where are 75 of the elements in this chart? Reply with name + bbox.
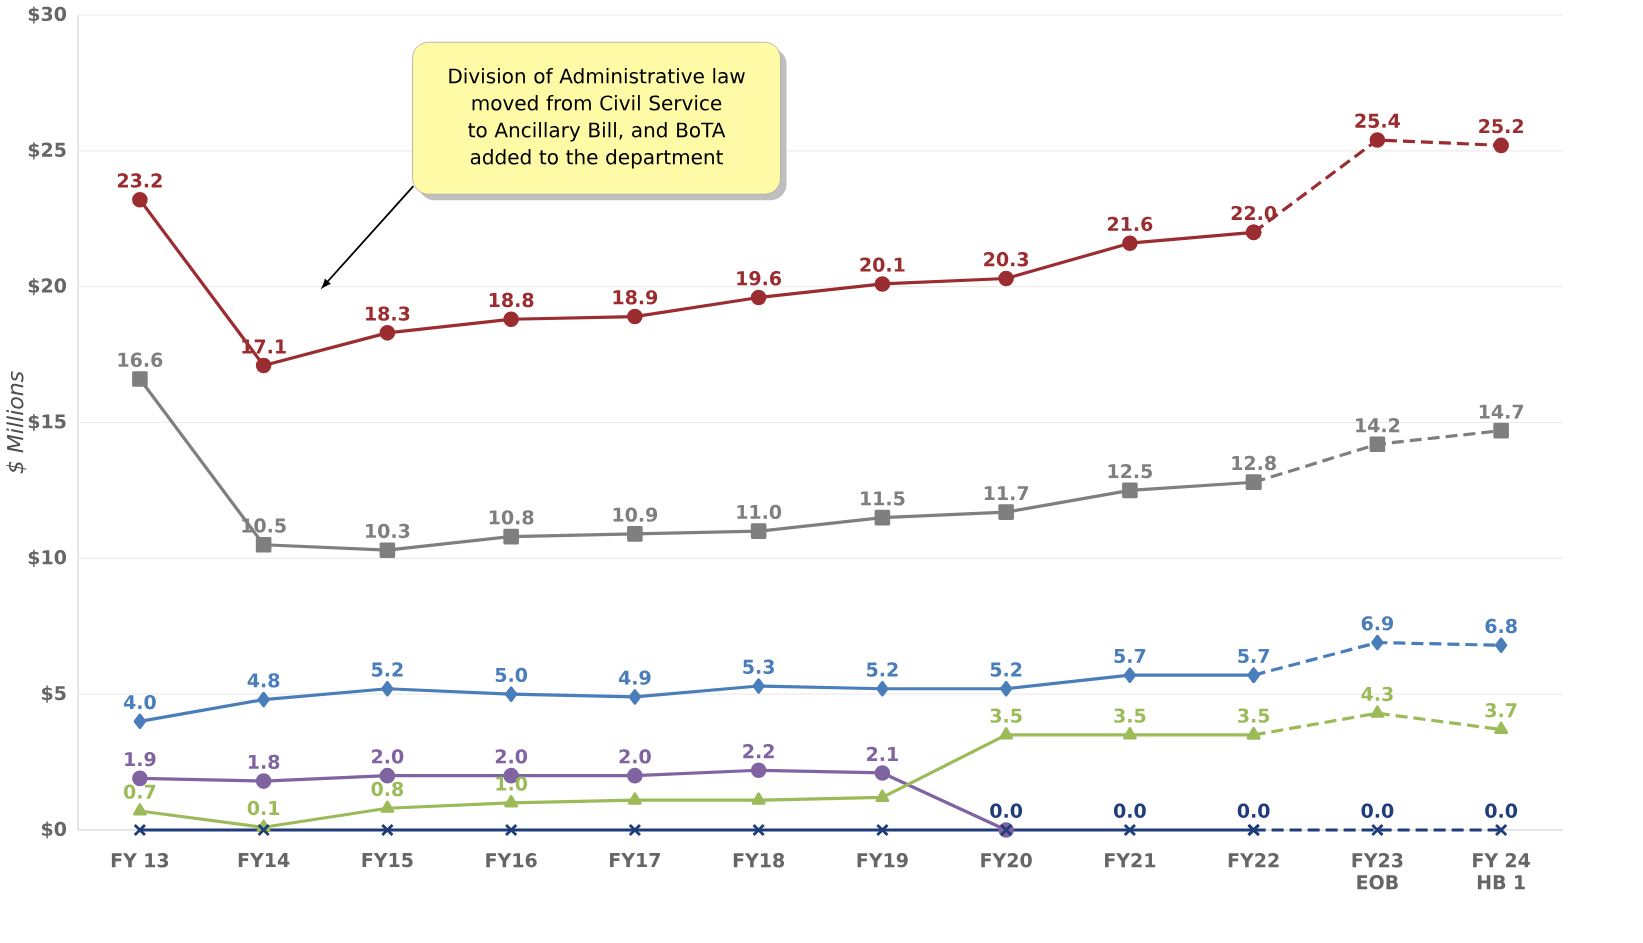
data-label: 25.2 — [1479, 118, 1523, 134]
data-label: 18.9 — [613, 290, 658, 305]
data-label: 20.3 — [984, 252, 1029, 267]
y-tick-label: $5 — [41, 685, 66, 703]
data-label: 0.7 — [123, 784, 156, 799]
x-tick-label: FY21 — [1105, 853, 1156, 868]
x-tick-label: FY22 — [1228, 853, 1279, 868]
data-label: 4.0 — [123, 694, 156, 710]
data-label: 5.7 — [1114, 648, 1146, 664]
data-label: 1.8 — [248, 754, 280, 770]
data-label: 0.1 — [247, 800, 280, 816]
data-label: 5.7 — [1238, 648, 1269, 664]
data-label: 0.0 — [1113, 803, 1146, 818]
data-label: 3.5 — [1114, 708, 1146, 723]
data-label: 18.8 — [489, 292, 534, 308]
annotation: Division of Administrative law moved from Civil Service to Ancillary Bill, and BoTA added to the department — [449, 68, 745, 169]
data-label: 12.8 — [1232, 455, 1276, 471]
data-label: 16.6 — [118, 352, 163, 367]
data-label: 5.2 — [867, 662, 898, 677]
data-label: 10.9 — [613, 507, 658, 522]
data-label: 0.0 — [1361, 803, 1394, 818]
data-label: 2.0 — [619, 749, 651, 764]
y-tick-label: $20 — [28, 278, 67, 296]
data-label: 1.0 — [496, 776, 528, 791]
x-tick-label: FY16 — [486, 853, 537, 868]
x-tick-label: FY15 — [362, 853, 413, 868]
data-label: 14.7 — [1479, 404, 1524, 419]
x-tick-label: FY19 — [857, 853, 908, 868]
data-label: 18.3 — [366, 306, 410, 321]
data-label: 10.8 — [489, 510, 534, 525]
x-tick-label: FY 13 — [111, 853, 169, 868]
data-label: 4.9 — [618, 670, 651, 685]
data-label: 6.9 — [1361, 616, 1394, 631]
data-label: 0.8 — [371, 781, 404, 797]
data-label: 19.6 — [737, 271, 782, 286]
data-label: 6.8 — [1485, 618, 1517, 634]
data-label: 3.7 — [1485, 703, 1517, 718]
data-label: 0.0 — [1237, 803, 1270, 818]
data-label: 20.1 — [860, 257, 905, 272]
x-tick-label: FY18 — [733, 853, 785, 868]
data-label: 3.5 — [1238, 708, 1270, 723]
data-label: 11.7 — [984, 486, 1029, 501]
data-label: 1.9 — [125, 751, 156, 767]
y-tick-label: $25 — [28, 142, 66, 160]
data-label: 11.5 — [861, 491, 905, 506]
data-label: 0.0 — [990, 803, 1023, 818]
data-label: 2.2 — [743, 744, 774, 759]
x-tick-label: FY20 — [981, 853, 1032, 868]
data-label: 5.0 — [495, 667, 528, 683]
data-label: 11.0 — [737, 504, 782, 520]
x-tick-label: FY23 EOB — [1352, 853, 1403, 890]
data-label: 5.3 — [743, 659, 774, 674]
data-label: 0.0 — [1485, 803, 1518, 818]
y-tick-label: $10 — [28, 549, 67, 567]
data-label: 2.0 — [495, 749, 528, 764]
y-tick-label: $0 — [41, 821, 67, 839]
y-axis-title: $ Millions — [6, 371, 27, 474]
data-label: 2.1 — [867, 746, 898, 761]
data-label: 2.0 — [372, 749, 404, 764]
data-label: 3.5 — [990, 708, 1022, 723]
data-label: 10.3 — [366, 523, 410, 539]
data-label: 23.2 — [117, 173, 162, 188]
data-label: 5.2 — [990, 662, 1022, 677]
y-tick-label: $30 — [28, 6, 67, 24]
data-label: 12.5 — [1108, 463, 1152, 479]
y-tick-label: $15 — [28, 413, 66, 432]
x-tick-label: FY17 — [610, 853, 660, 867]
data-label: 14.2 — [1356, 418, 1400, 433]
data-label: 25.4 — [1355, 113, 1400, 128]
data-label: 4.8 — [247, 673, 280, 688]
x-tick-label: FY14 — [238, 853, 290, 867]
data-label: 21.6 — [1107, 216, 1153, 232]
data-label: 4.3 — [1361, 686, 1393, 702]
data-label: 5.2 — [372, 662, 403, 677]
x-tick-label: FY 24 HB 1 — [1473, 853, 1531, 890]
